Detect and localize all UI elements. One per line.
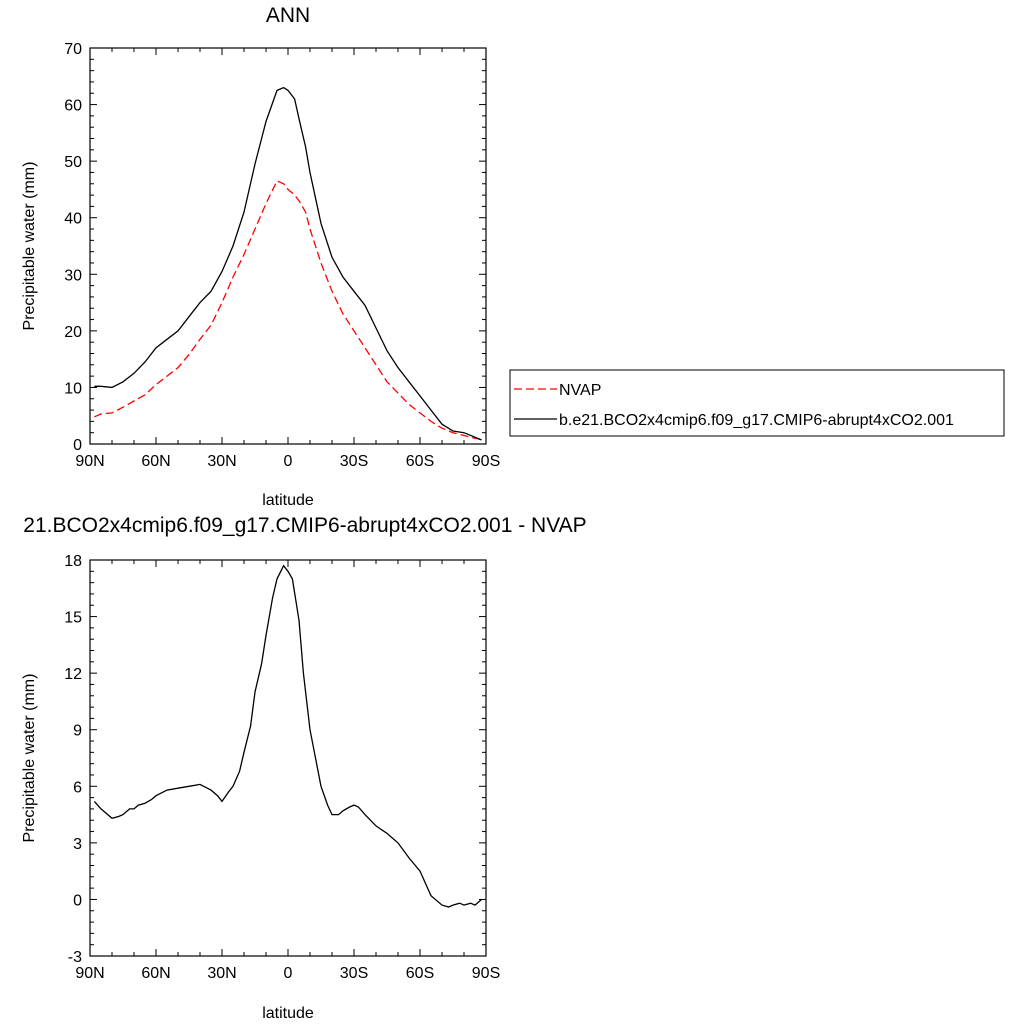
y-tick-label: 10 [64,380,82,397]
y-tick-label: 70 [64,41,82,58]
y-tick-label: 12 [64,666,82,683]
ticks-top: 90N 60N 30N 0 30S 60S 90S 0 10 20 30 40 50 60 70 [64,41,500,470]
series-group-top [94,86,482,441]
legend-box [509,369,1005,437]
y-axis-label-top: Precipitable water (mm) [21,162,38,331]
legend-label-model: b.e21.BCO2x4cmip6.f09_g17.CMIP6-abrupt4x… [559,412,954,429]
y-axis-label-bottom: Precipitable water (mm) [21,674,38,843]
x-tick-label: 60N [141,965,170,982]
y-tick-label: 50 [64,154,82,171]
y-tick-label: 15 [64,610,82,627]
x-tick-label: 90N [75,965,104,982]
x-tick-label: 0 [284,453,293,470]
y-tick-label: 30 [64,267,82,284]
plot-frame-bottom [89,559,487,957]
y-tick-label: 0 [73,437,82,454]
y-tick-label: 40 [64,211,82,228]
chart-title-top: ANN [266,4,310,27]
panel-top: ANN 90N 60N 30N 0 30S 60S 90S 0 10 20 30 40 50 60 70 l… [21,4,500,509]
y-tick-label: 0 [73,892,82,909]
y-tick-label: 6 [73,779,82,796]
y-tick-label: 3 [73,836,82,853]
series-line-bottom-0 [93,564,483,908]
panel-bottom: 21.BCO2x4cmip6.f09_g17.CMIP6-abrupt4xCO2… [21,514,587,1022]
x-axis-label-bottom: latitude [262,1005,314,1022]
series-line-top-1 [94,86,482,441]
legend-label-nvap: NVAP [559,382,601,399]
x-tick-label: 90S [472,965,500,982]
legend: NVAP b.e21.BCO2x4cmip6.f09_g17.CMIP6-abr… [509,369,1005,437]
x-axis-label-top: latitude [262,492,314,509]
x-tick-label: 30S [340,965,368,982]
y-tick-label: 18 [64,553,82,570]
y-tick-label: 60 [64,98,82,115]
x-tick-label: 60S [406,965,434,982]
ticks-bottom: 90N 60N 30N 0 30S 60S 90S -3 0 3 6 9 12 15 18 [64,553,500,982]
x-tick-label: 60S [406,453,434,470]
x-tick-label: 30N [207,453,236,470]
y-tick-label: -3 [68,949,82,966]
y-tick-label: 20 [64,324,82,341]
x-tick-label: 90S [472,453,500,470]
plot-frame-top [89,47,487,445]
x-tick-label: 0 [284,965,293,982]
x-tick-label: 60N [141,453,170,470]
series-group-bottom [93,564,483,908]
y-tick-label: 9 [73,723,82,740]
x-tick-label: 90N [75,453,104,470]
x-tick-label: 30S [340,453,368,470]
x-tick-label: 30N [207,965,236,982]
series-line-top-0 [94,180,482,441]
chart-title-bottom: 21.BCO2x4cmip6.f09_g17.CMIP6-abrupt4xCO2… [23,514,586,537]
